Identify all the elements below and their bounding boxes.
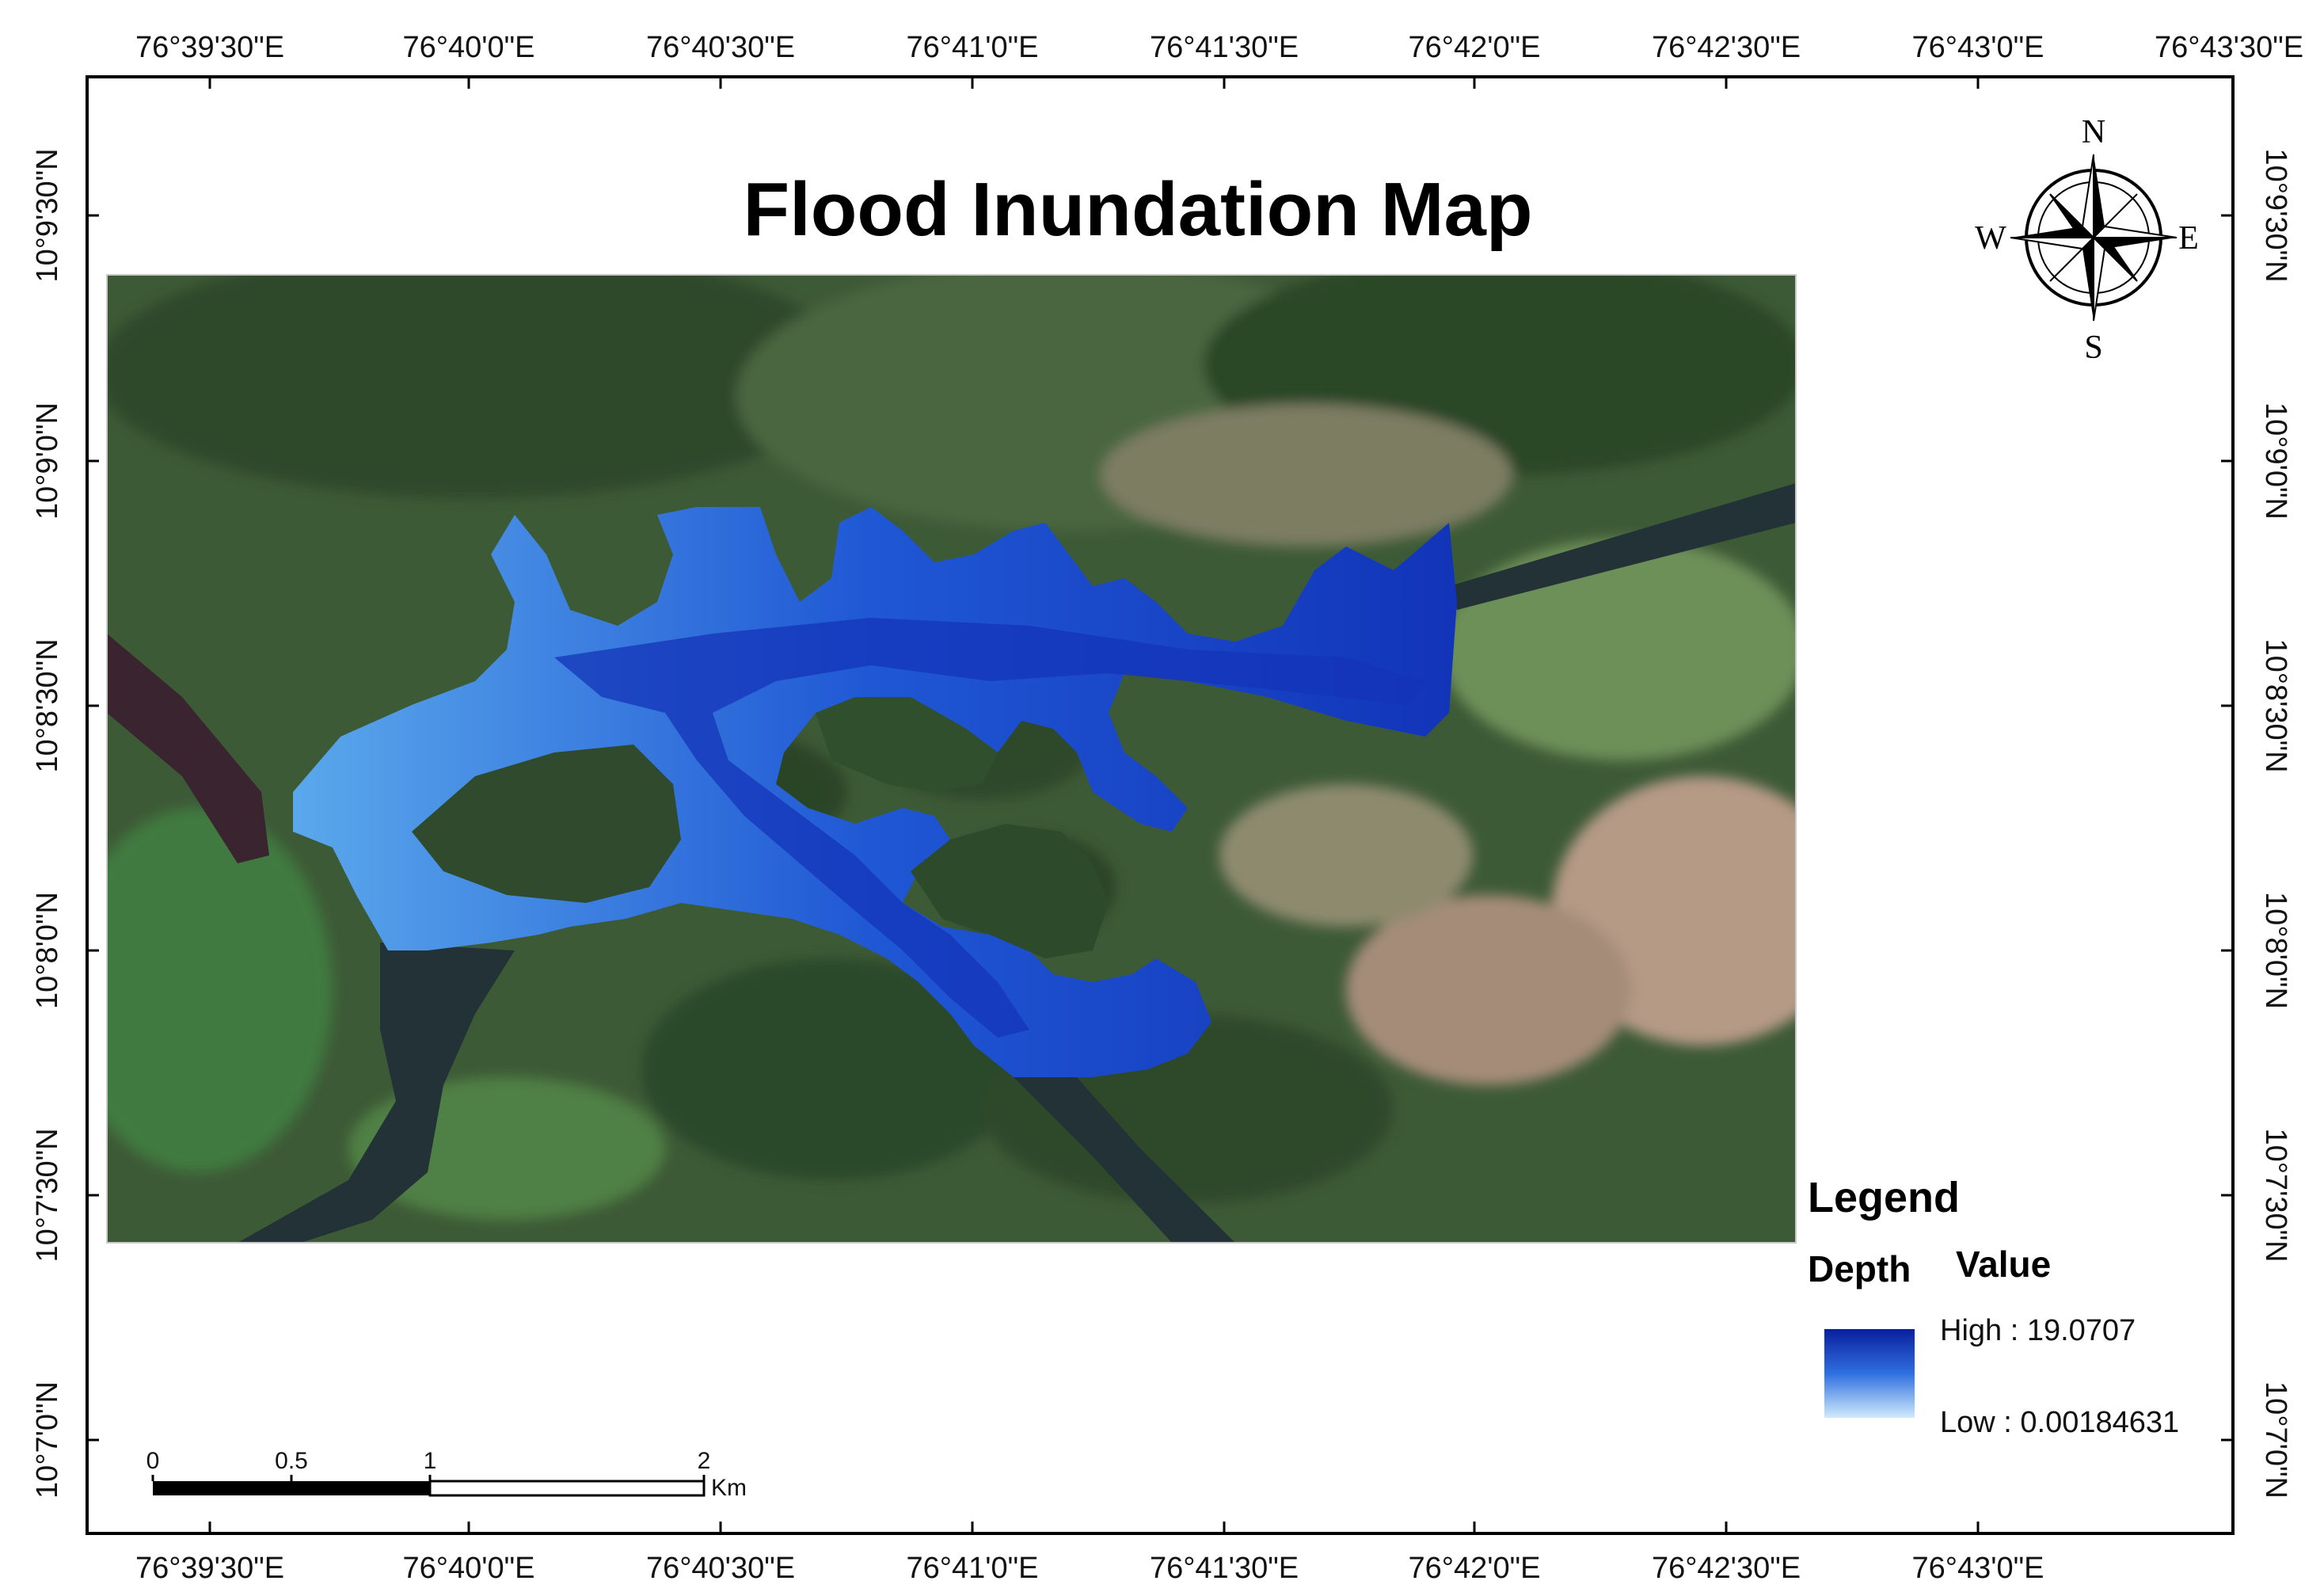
compass-south-point-light bbox=[2093, 235, 2106, 322]
map-title: Flood Inundation Map bbox=[743, 167, 1532, 252]
compass-label-w: W bbox=[1975, 220, 2006, 257]
right-tick-labels: 10°9'30"N 10°9'0"N 10°8'30"N 10°8'0"N 10… bbox=[2259, 148, 2292, 1498]
legend-high-value: High : 19.0707 bbox=[1940, 1314, 2136, 1347]
scale-bar-solid-segment bbox=[153, 1481, 430, 1495]
top-tick-label: 76°41'30"E bbox=[1150, 31, 1299, 64]
right-tick-label: 10°7'0"N bbox=[2259, 1381, 2292, 1499]
top-tick-label: 76°40'0"E bbox=[403, 31, 535, 64]
left-tick-label: 10°7'30"N bbox=[31, 1128, 64, 1262]
right-tick-label: 10°9'30"N bbox=[2259, 148, 2292, 282]
left-tick-label: 10°9'30"N bbox=[31, 148, 64, 282]
compass-label-n: N bbox=[2082, 114, 2105, 150]
compass-east-point bbox=[2094, 238, 2177, 249]
bottom-tick-label: 76°40'30"E bbox=[646, 1552, 795, 1585]
scale-label: 0.5 bbox=[275, 1448, 308, 1474]
island-west bbox=[412, 745, 681, 903]
right-tick-label: 10°9'0"N bbox=[2259, 402, 2292, 520]
legend: Legend Depth Value High : 19.0707 Low : … bbox=[1808, 1174, 2179, 1439]
right-tick-label: 10°8'30"N bbox=[2259, 638, 2292, 772]
top-tick-label: 76°43'30"E bbox=[2155, 31, 2303, 64]
deep-channel bbox=[554, 618, 1425, 1038]
bottom-tick-label: 76°41'0"E bbox=[907, 1552, 1039, 1585]
scale-label: 0 bbox=[146, 1448, 160, 1474]
compass-north-point-light bbox=[2081, 154, 2094, 240]
river-south bbox=[1014, 1077, 1235, 1243]
bottom-tick-label: 76°43'0"E bbox=[1912, 1552, 2044, 1585]
left-tick-labels: 10°9'30"N 10°9'0"N 10°8'30"N 10°8'0"N 10… bbox=[31, 148, 64, 1498]
scale-label: 2 bbox=[698, 1448, 711, 1474]
scale-label: 1 bbox=[424, 1448, 437, 1474]
bottom-tick-label: 76°40'0"E bbox=[403, 1552, 535, 1585]
right-tick-label: 10°8'0"N bbox=[2259, 892, 2292, 1009]
bottom-tick-label: 76°39'30"E bbox=[135, 1552, 284, 1585]
top-tick-labels: 76°39'30"E 76°40'0"E 76°40'30"E 76°41'0"… bbox=[135, 31, 2303, 64]
map-frame bbox=[86, 75, 2235, 1535]
bottom-tick-labels: 76°39'30"E 76°40'0"E 76°40'30"E 76°41'0"… bbox=[135, 1552, 2044, 1585]
compass-label-e: E bbox=[2178, 220, 2199, 257]
river-east bbox=[1449, 483, 1796, 610]
compass-north-point bbox=[2094, 154, 2105, 238]
top-tick-label: 76°39'30"E bbox=[135, 31, 284, 64]
legend-low-value: Low : 0.00184631 bbox=[1940, 1406, 2179, 1439]
compass-south-point bbox=[2082, 238, 2094, 321]
compass-east-point-light bbox=[2091, 225, 2178, 238]
river-southwest bbox=[238, 943, 515, 1243]
top-tick-label: 76°42'30"E bbox=[1652, 31, 1801, 64]
compass-west-point-light bbox=[2010, 237, 2096, 250]
right-tick-label: 10°7'30"N bbox=[2259, 1128, 2292, 1262]
top-tick-label: 76°43'0"E bbox=[1912, 31, 2044, 64]
compass-rose: N S E W bbox=[1975, 114, 2199, 366]
island-center bbox=[816, 697, 998, 792]
compass-label-s: S bbox=[2084, 329, 2102, 366]
island-south bbox=[911, 824, 1109, 958]
compass-west-point bbox=[2010, 227, 2094, 238]
scale-bar: 0 0.5 1 2 Km bbox=[146, 1448, 747, 1501]
left-tick-label: 10°8'0"N bbox=[31, 892, 64, 1009]
scale-bar-open-segment bbox=[428, 1480, 706, 1497]
top-tick-label: 76°41'0"E bbox=[907, 31, 1039, 64]
legend-color-ramp bbox=[1824, 1329, 1915, 1418]
scale-unit: Km bbox=[711, 1475, 747, 1501]
legend-depth-label: Depth bbox=[1808, 1248, 1911, 1289]
legend-value-label: Value bbox=[1956, 1244, 2051, 1285]
left-tick-label: 10°7'0"N bbox=[31, 1381, 64, 1499]
bottom-tick-label: 76°41'30"E bbox=[1150, 1552, 1299, 1585]
bottom-tick-label: 76°42'0"E bbox=[1409, 1552, 1541, 1585]
top-tick-label: 76°40'30"E bbox=[646, 31, 795, 64]
graticule-ticks bbox=[87, 77, 2233, 1533]
river-west bbox=[107, 634, 269, 863]
legend-heading: Legend bbox=[1808, 1174, 1960, 1221]
left-tick-label: 10°9'0"N bbox=[31, 402, 64, 520]
bottom-tick-label: 76°42'30"E bbox=[1652, 1552, 1801, 1585]
left-tick-label: 10°8'30"N bbox=[31, 638, 64, 772]
top-tick-label: 76°42'0"E bbox=[1409, 31, 1541, 64]
satellite-image bbox=[107, 275, 1796, 1243]
satellite-image-border bbox=[106, 274, 1797, 1244]
